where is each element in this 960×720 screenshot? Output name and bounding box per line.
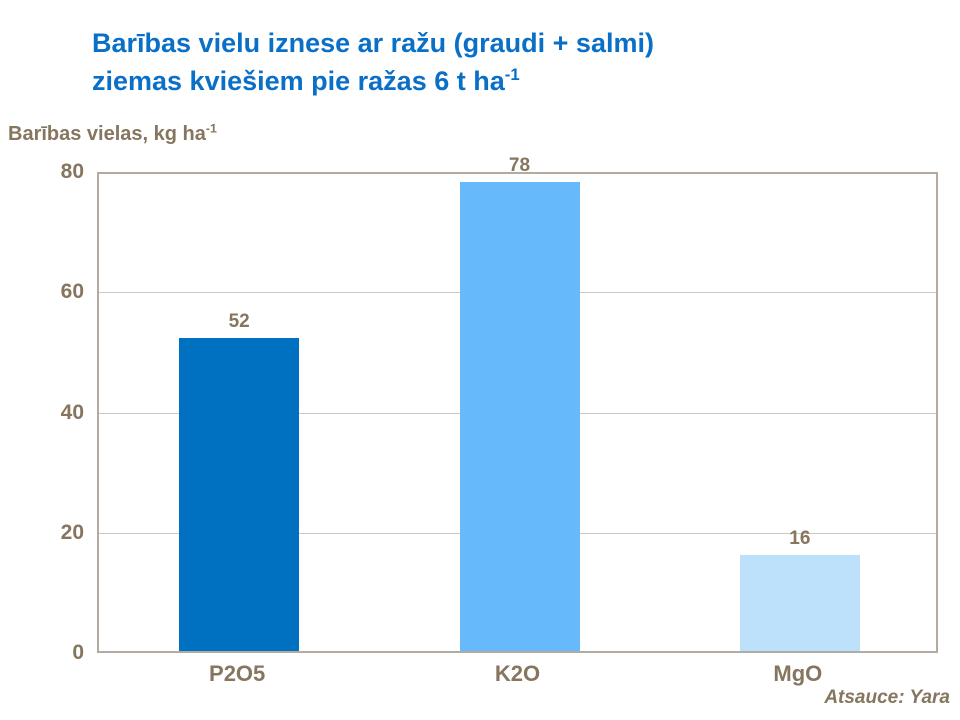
bar-value-label-p2o5: 52 — [228, 311, 250, 333]
y-axis-title-superscript: -1 — [205, 121, 217, 136]
source-note: Atsauce: Yara — [824, 687, 950, 708]
chart-title-line2: ziemas kviešiem pie ražas 6 t ha — [92, 66, 505, 96]
y-axis-title: Barības vielas, kg ha-1 — [8, 121, 217, 146]
y-tick-label-60: 60 — [60, 280, 84, 304]
y-tick-label-80: 80 — [60, 160, 84, 183]
x-category-label-k2o: K2O — [494, 661, 541, 686]
x-category-label-p2o5: P2O5 — [209, 661, 266, 686]
plot-area: 52 78 16 — [97, 155, 938, 653]
y-tick-label-20: 20 — [60, 520, 84, 544]
bar-k2o — [459, 182, 580, 651]
bar-p2o5 — [179, 338, 300, 651]
bar-value-label-mgo: 16 — [789, 527, 811, 549]
y-tick-label-40: 40 — [60, 400, 84, 424]
chart-title-superscript: -1 — [504, 65, 520, 84]
bar-mgo — [739, 554, 860, 651]
y-axis-title-text: Barības vielas, kg ha — [8, 123, 206, 145]
chart-title-line1: Barības vielu iznese ar ražu (graudi + s… — [92, 28, 654, 58]
chart-title: Barības vielu iznese ar ražu (graudi + s… — [92, 24, 852, 100]
x-category-label-mgo: MgO — [773, 661, 823, 686]
y-tick-label-0: 0 — [72, 641, 84, 664]
bar-value-label-k2o: 78 — [508, 155, 531, 177]
